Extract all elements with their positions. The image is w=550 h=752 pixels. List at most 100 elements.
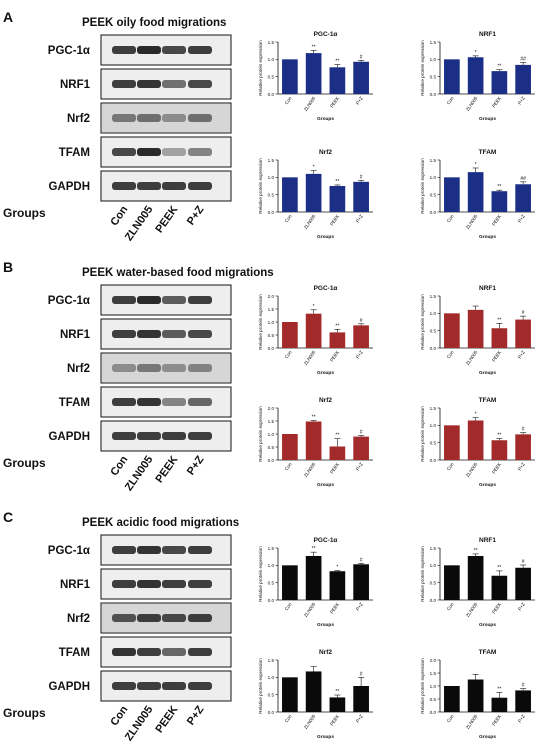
chart-title: NRF1 [479, 537, 496, 544]
y-axis-label: Relative protein expression [420, 158, 425, 214]
blot-band [137, 432, 161, 440]
blot-band [188, 80, 212, 88]
blot-row-label: GAPDH [48, 181, 90, 193]
y-tick-label: 0.0 [268, 346, 275, 351]
blot-image [100, 34, 232, 66]
significance-mark: ** [497, 317, 501, 323]
bar [444, 686, 460, 712]
x-tick-label: Con [446, 213, 455, 223]
blot-image [100, 136, 232, 168]
bar [444, 565, 460, 600]
x-tick-label: PEEK [491, 213, 503, 227]
blot-band [188, 46, 212, 54]
blot-band [162, 546, 186, 554]
y-tick-label: 0.0 [268, 210, 275, 215]
x-axis-label: Groups [479, 734, 496, 740]
bar [305, 313, 322, 348]
bar [467, 57, 484, 94]
y-tick-label: 0.5 [268, 692, 275, 697]
lane-label: P+Z [185, 454, 207, 478]
blot-band [137, 682, 161, 690]
x-tick-label: P+Z [517, 214, 526, 224]
significance-mark: ** [335, 689, 339, 695]
x-tick-label: PEEK [329, 461, 341, 475]
x-tick-label: ZLN005 [465, 213, 479, 230]
significance-mark: ** [497, 64, 501, 70]
x-tick-label: ZLN005 [303, 95, 317, 112]
bar [467, 679, 484, 712]
significance-mark: ** [312, 414, 316, 420]
blot-row-label: NRF1 [60, 79, 91, 91]
panel-title: PEEK water-based food migrations [82, 267, 274, 279]
blot-band [112, 182, 136, 190]
x-tick-label: P+Z [355, 462, 364, 472]
x-tick-label: Con [284, 601, 293, 611]
charts-layer: PGC-1α 0.0 0.5 1.0 1.5 Relative protein expre… [258, 31, 535, 740]
blot-band [137, 546, 161, 554]
y-tick-label: 0.5 [430, 328, 437, 333]
blot-band [188, 432, 212, 440]
x-tick-label: PEEK [491, 601, 503, 615]
x-tick-label: PEEK [491, 461, 503, 475]
blot-row-label: TFAM [59, 397, 90, 409]
blot-band [137, 80, 161, 88]
blot-row-label: NRF1 [60, 579, 91, 591]
blot-image [100, 68, 232, 100]
blot-band [162, 114, 186, 122]
x-tick-label: ZLN005 [465, 95, 479, 112]
y-tick-label: 1.5 [268, 158, 275, 163]
blot-row-label: Nrf2 [67, 113, 90, 125]
x-tick-label: Con [284, 95, 293, 105]
y-tick-label: 0.0 [268, 598, 275, 603]
blot-row-label: NRF1 [60, 329, 91, 341]
y-tick-label: 1.5 [268, 307, 275, 312]
bar-chart: NRF1 0.0 0.5 1.0 1.5 Relative protein express… [420, 537, 535, 628]
blot-band [137, 364, 161, 372]
blot-band [137, 614, 161, 622]
y-tick-label: 0.0 [268, 710, 275, 715]
bar [491, 697, 508, 712]
blot-image [100, 170, 232, 202]
lane-label: P+Z [185, 204, 207, 228]
y-tick-label: 0.0 [430, 92, 437, 97]
bar [282, 322, 298, 348]
blot-band [112, 614, 136, 622]
blot-band [162, 648, 186, 656]
significance-mark: * [313, 165, 315, 171]
blot-band [188, 148, 212, 156]
y-tick-label: 1.0 [268, 320, 275, 325]
blot-band [112, 546, 136, 554]
blot-band [112, 114, 136, 122]
x-tick-label: Con [284, 461, 293, 471]
y-tick-label: 0.5 [268, 445, 275, 450]
bar [515, 434, 531, 460]
x-tick-label: PEEK [491, 95, 503, 109]
chart-title: NRF1 [479, 31, 496, 38]
chart-title: PGC-1α [314, 285, 338, 292]
bar [491, 575, 508, 600]
blot-band [188, 296, 212, 304]
significance-mark: # [360, 430, 363, 436]
bar-chart: NRF1 0.0 0.5 1.0 1.5 Relative protein express… [420, 31, 535, 122]
bar [329, 446, 346, 460]
bar [467, 555, 484, 600]
bar-chart: PGC-1α 0.0 0.5 1.0 1.5 2.0 Relative protein ex… [258, 285, 373, 376]
x-axis-label: Groups [479, 622, 496, 628]
y-tick-label: 1.0 [430, 684, 437, 689]
significance-mark: ** [497, 565, 501, 571]
y-tick-label: 0.0 [430, 346, 437, 351]
blot-band [112, 148, 136, 156]
y-tick-label: 1.5 [430, 671, 437, 676]
blot-band [188, 114, 212, 122]
bar [467, 420, 484, 460]
blot-band [137, 296, 161, 304]
groups-label: Groups [3, 706, 46, 720]
x-tick-label: P+Z [355, 602, 364, 612]
blot-band [137, 398, 161, 406]
x-tick-label: Con [446, 95, 455, 105]
blot-row-label: Nrf2 [67, 613, 90, 625]
bar [282, 177, 298, 212]
x-tick-label: PEEK [329, 713, 341, 727]
x-tick-label: P+Z [517, 602, 526, 612]
x-tick-label: P+Z [517, 462, 526, 472]
